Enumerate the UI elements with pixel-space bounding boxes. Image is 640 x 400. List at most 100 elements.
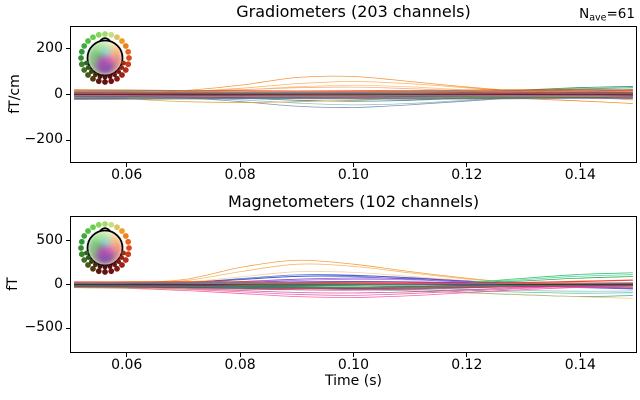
x-tick: [126, 163, 128, 167]
magnetometers-traces: [74, 259, 633, 299]
channel-trace: [74, 96, 633, 99]
sensor-dot: [108, 268, 115, 275]
sensor-dot: [81, 67, 88, 73]
sensor-dot: [122, 43, 129, 49]
sensor-dot: [126, 55, 132, 61]
nave-annotation: Nave=61: [579, 6, 635, 24]
nave-prefix: N: [579, 6, 590, 22]
channel-trace: [74, 90, 633, 92]
sensor-dot: [95, 221, 102, 228]
channel-trace: [74, 94, 633, 97]
sensor-dot: [81, 257, 88, 263]
sensor-dot: [90, 265, 96, 272]
channel-trace: [74, 92, 633, 94]
y-tick-label: 500: [36, 231, 63, 248]
sensor-dot: [85, 228, 91, 234]
channel-trace: [74, 285, 633, 298]
channel-trace: [74, 96, 633, 99]
sensor-dot: [95, 268, 102, 275]
x-tick: [239, 163, 241, 167]
nave-subscript: ave: [589, 12, 607, 24]
sensor-dot: [119, 38, 125, 44]
sensor-dot: [114, 34, 120, 41]
x-tick-label: 0.14: [564, 357, 596, 373]
sensor-dot: [78, 251, 85, 258]
sensor-dot: [122, 67, 129, 73]
x-tick: [239, 353, 241, 357]
y-tick: [66, 327, 70, 329]
channel-trace: [74, 98, 633, 100]
sensor-dot: [78, 238, 85, 245]
sensor-dot: [78, 48, 85, 55]
sensor-dot: [119, 228, 125, 234]
x-tick-label: 0.08: [224, 357, 256, 373]
sensor-dot: [90, 75, 96, 82]
sensor-dot: [81, 233, 88, 239]
time-xlabel: Time (s): [325, 373, 382, 389]
sensor-dot: [125, 48, 132, 55]
channel-trace: [74, 283, 633, 286]
x-tick-label: 0.06: [111, 357, 143, 373]
gradiometers-axes: [70, 26, 637, 163]
y-tick: [66, 48, 70, 50]
sensor-dot: [85, 38, 91, 44]
nave-value: =61: [606, 6, 636, 22]
sensor-dot: [125, 251, 132, 258]
y-tick-label: 200: [36, 39, 63, 56]
x-tick-label: 0.06: [111, 167, 143, 183]
x-tick: [466, 353, 468, 357]
x-tick: [579, 353, 581, 357]
sensor-dot: [81, 43, 88, 49]
sensor-dot: [114, 224, 120, 231]
x-tick: [353, 353, 354, 357]
channel-trace: [74, 93, 633, 96]
sensor-dot: [90, 34, 96, 41]
y-tick: [66, 240, 70, 242]
sensor-dot: [119, 72, 125, 78]
x-tick-label: 0.12: [451, 357, 483, 373]
x-tick-label: 0.10: [337, 167, 370, 183]
y-tick: [66, 284, 70, 285]
y-tick-label: 0: [54, 85, 63, 102]
y-tick-label: 0: [54, 275, 63, 292]
sensor-dot: [85, 262, 91, 268]
channel-trace: [74, 281, 633, 285]
sensor-dot: [102, 79, 108, 85]
x-tick: [579, 163, 581, 167]
sensor-dot: [102, 221, 108, 227]
sensor-dot: [78, 55, 84, 61]
sensor-colormap-head-icon: [78, 221, 132, 275]
sensor-dot: [119, 262, 125, 268]
x-tick: [126, 353, 128, 357]
channel-trace: [74, 285, 633, 290]
sensor-dot: [78, 61, 85, 68]
sensor-dot: [102, 269, 108, 275]
sensor-dot: [90, 224, 96, 231]
x-tick-label: 0.08: [224, 167, 256, 183]
sensor-dot: [78, 245, 84, 251]
sensor-dot: [102, 31, 108, 37]
sensor-dot: [85, 72, 91, 78]
channel-trace: [74, 284, 633, 288]
sensor-dot: [108, 31, 115, 38]
sensor-dot: [125, 61, 132, 68]
magnetometers-axes: [70, 216, 637, 353]
x-tick-label: 0.10: [337, 357, 370, 373]
sensor-dot: [114, 75, 120, 82]
x-tick-label: 0.14: [564, 167, 596, 183]
sensor-dot: [126, 245, 132, 251]
sensor-dot: [122, 233, 129, 239]
channel-trace: [74, 285, 633, 296]
channel-trace: [74, 97, 633, 100]
x-tick-label: 0.12: [451, 167, 483, 183]
y-tick-label: −200: [24, 131, 63, 148]
gradiometers-title: Gradiometers (203 channels): [236, 2, 471, 21]
x-tick: [353, 163, 354, 167]
channel-trace: [74, 89, 633, 92]
y-tick: [66, 94, 70, 95]
magnetometers-title: Magnetometers (102 channels): [227, 192, 480, 211]
y-tick: [66, 139, 70, 141]
sensor-dot: [108, 78, 115, 85]
sensor-dot: [125, 238, 132, 245]
y-tick-label: −500: [24, 319, 63, 336]
